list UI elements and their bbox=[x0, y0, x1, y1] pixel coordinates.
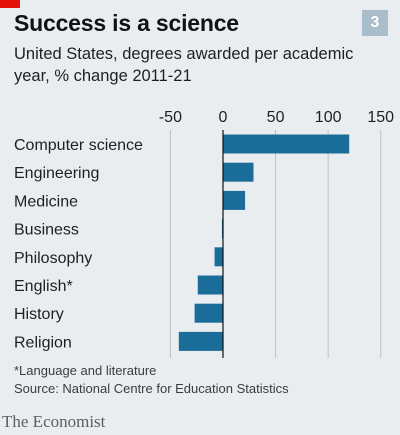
brand-red-tab bbox=[0, 0, 20, 8]
x-tick-label: 150 bbox=[367, 109, 394, 126]
gridlines bbox=[169, 130, 382, 358]
bar bbox=[197, 275, 223, 295]
x-axis-ticks: -50 0 50 100 150 bbox=[159, 109, 394, 126]
category-label: Computer science bbox=[14, 137, 143, 154]
chart-title: Success is a science bbox=[14, 10, 239, 36]
bars bbox=[178, 134, 350, 351]
bar-chart: -50 0 50 100 150 Computer science Engineering… bbox=[14, 109, 394, 358]
category-label: Engineering bbox=[14, 165, 99, 182]
chart-subtitle: United States, degrees awarded per acade… bbox=[14, 45, 354, 85]
bar bbox=[222, 162, 254, 182]
x-tick-label: -50 bbox=[159, 109, 182, 126]
category-label: English* bbox=[14, 278, 73, 295]
footnote-text: *Language and literature bbox=[14, 363, 157, 378]
x-tick-label: 0 bbox=[219, 109, 228, 126]
category-labels: Computer science Engineering Medicine Busin… bbox=[14, 137, 143, 351]
bar bbox=[222, 134, 350, 154]
bar bbox=[194, 303, 223, 323]
x-tick-label: 100 bbox=[315, 109, 342, 126]
category-label: Medicine bbox=[14, 193, 78, 210]
bar bbox=[222, 190, 246, 210]
category-label: Business bbox=[14, 222, 79, 239]
bar bbox=[214, 247, 223, 267]
category-label: Religion bbox=[14, 334, 72, 351]
category-label: History bbox=[14, 306, 64, 323]
chart-number-badge: 3 bbox=[362, 10, 388, 36]
source-text: Source: National Centre for Education St… bbox=[14, 381, 289, 396]
footnote-block: *Language and literature Source: Nationa… bbox=[14, 362, 289, 398]
category-label: Philosophy bbox=[14, 250, 92, 267]
bar bbox=[178, 331, 223, 351]
x-tick-label: 50 bbox=[267, 109, 285, 126]
brand-logo-text: The Economist bbox=[2, 412, 106, 431]
